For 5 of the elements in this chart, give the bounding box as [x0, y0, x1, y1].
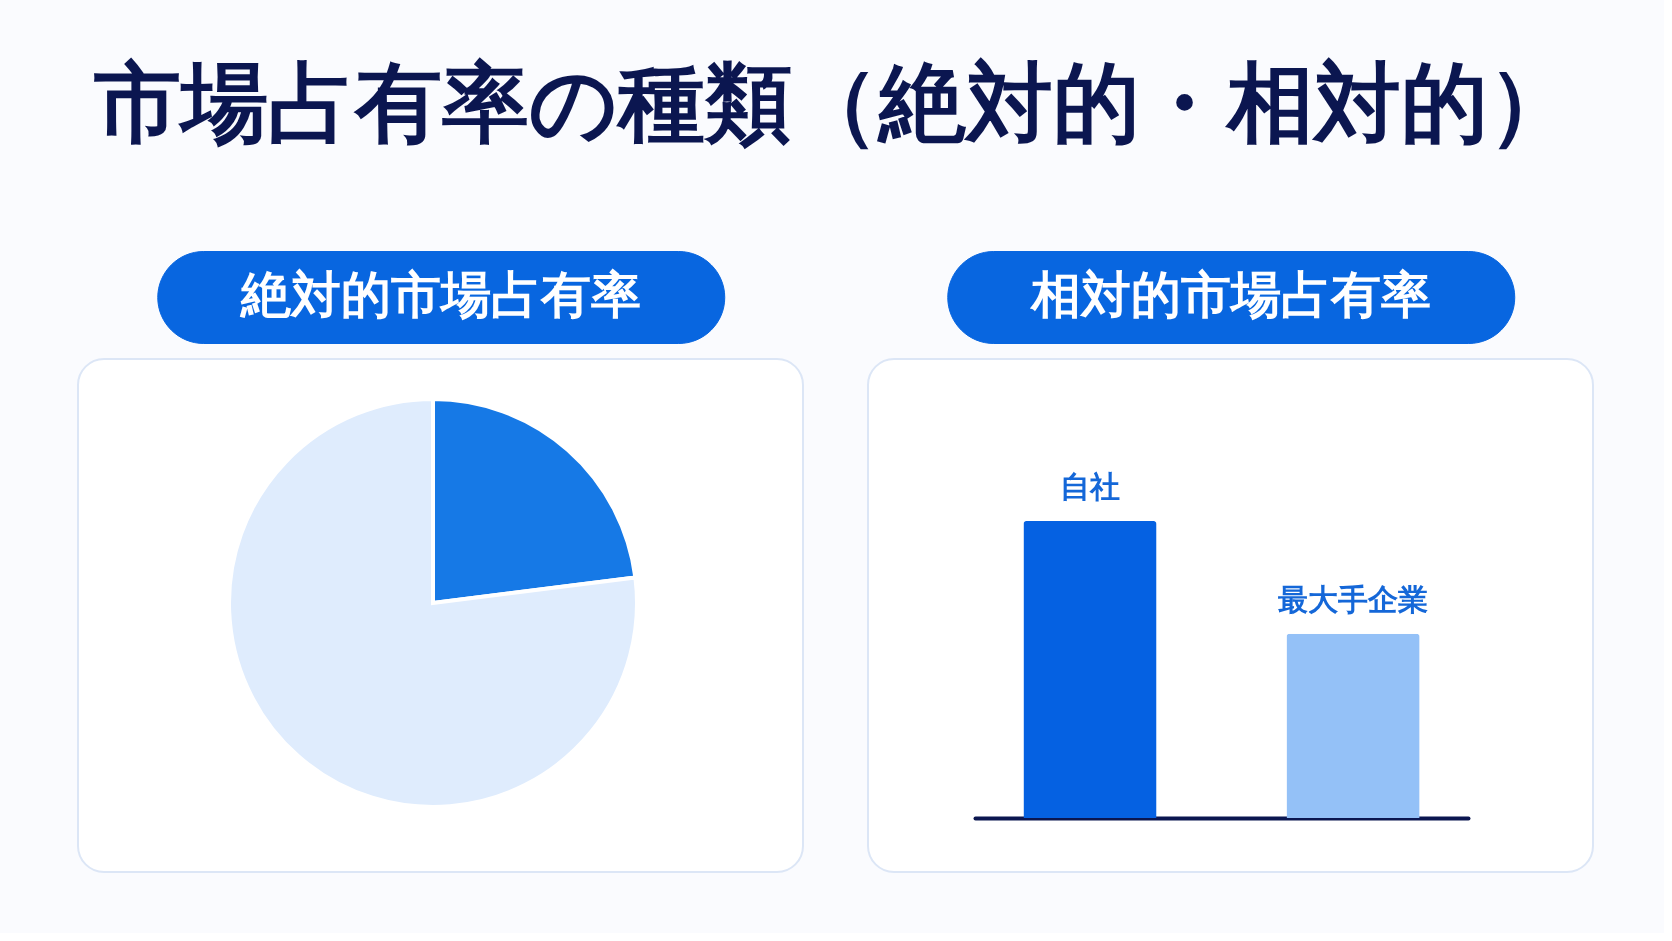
- text: 市場占有率の種類（絶対的・相対的）: [93, 52, 1575, 154]
- chart-title: 絶対的市場占有率: [238, 266, 641, 324]
- x-tick-label: 自社: [1059, 469, 1120, 504]
- chart-title: 相対的市場占有率: [1028, 266, 1431, 324]
- x-tick-label: 最大手企業: [1278, 581, 1429, 617]
